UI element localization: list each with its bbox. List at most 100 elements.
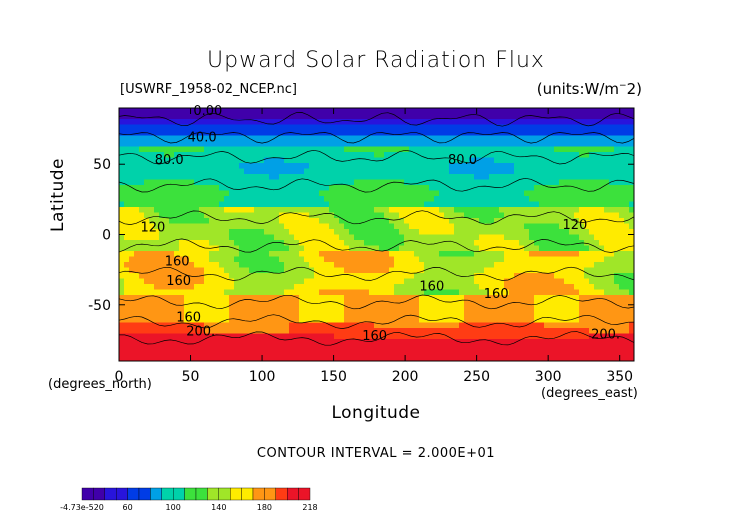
flux-cell bbox=[484, 146, 490, 153]
flux-cell bbox=[294, 267, 300, 274]
flux-cell bbox=[604, 201, 610, 208]
flux-cell bbox=[474, 350, 480, 357]
flux-cell bbox=[509, 355, 515, 361]
flux-cell bbox=[294, 284, 300, 291]
flux-cell bbox=[284, 300, 290, 307]
flux-cell bbox=[584, 146, 590, 153]
flux-cell bbox=[379, 146, 385, 153]
flux-cell bbox=[179, 311, 185, 318]
flux-cell bbox=[534, 179, 540, 186]
flux-cell bbox=[359, 168, 365, 175]
flux-cell bbox=[219, 168, 225, 175]
flux-cell bbox=[344, 251, 350, 258]
flux-cell bbox=[209, 207, 215, 214]
flux-cell bbox=[124, 240, 130, 247]
flux-cell bbox=[294, 240, 300, 247]
flux-cell bbox=[444, 300, 450, 307]
flux-cell bbox=[514, 306, 520, 313]
flux-cell bbox=[379, 262, 385, 269]
flux-cell bbox=[349, 251, 355, 258]
flux-cell bbox=[574, 190, 580, 197]
flux-cell bbox=[194, 284, 200, 291]
flux-cell bbox=[374, 146, 380, 153]
flux-cell bbox=[164, 146, 170, 153]
flux-cell bbox=[589, 306, 595, 313]
flux-cell bbox=[499, 262, 505, 269]
flux-cell bbox=[369, 289, 375, 296]
flux-cell bbox=[464, 300, 470, 307]
flux-cell bbox=[189, 179, 195, 186]
flux-cell bbox=[429, 212, 435, 219]
flux-cell bbox=[164, 245, 170, 252]
flux-cell bbox=[349, 278, 355, 285]
flux-cell bbox=[234, 333, 240, 340]
flux-cell bbox=[539, 273, 545, 280]
flux-cell bbox=[249, 223, 255, 230]
flux-cell bbox=[554, 245, 560, 252]
flux-cell bbox=[314, 267, 320, 274]
flux-cell bbox=[564, 185, 570, 192]
flux-cell bbox=[214, 339, 220, 346]
flux-cell bbox=[134, 168, 140, 175]
flux-cell bbox=[464, 196, 470, 203]
flux-cell bbox=[324, 207, 330, 214]
flux-cell bbox=[499, 135, 505, 142]
flux-cell bbox=[404, 185, 410, 192]
flux-cell bbox=[474, 163, 480, 170]
flux-cell bbox=[229, 273, 235, 280]
flux-cell bbox=[419, 196, 425, 203]
flux-cell bbox=[334, 234, 340, 241]
flux-cell bbox=[174, 168, 180, 175]
flux-cell bbox=[169, 146, 175, 153]
flux-cell bbox=[259, 344, 265, 351]
flux-cell bbox=[149, 273, 155, 280]
flux-cell bbox=[384, 146, 390, 153]
flux-cell bbox=[334, 350, 340, 357]
flux-cell bbox=[344, 306, 350, 313]
flux-cell bbox=[374, 322, 380, 329]
flux-cell bbox=[279, 124, 285, 131]
flux-cell bbox=[359, 295, 365, 302]
flux-cell bbox=[199, 317, 205, 324]
flux-cell bbox=[554, 339, 560, 346]
flux-cell bbox=[554, 333, 560, 340]
flux-cell bbox=[464, 179, 470, 186]
flux-cell bbox=[439, 223, 445, 230]
flux-cell bbox=[544, 251, 550, 258]
flux-cell bbox=[604, 311, 610, 318]
flux-cell bbox=[379, 350, 385, 357]
flux-cell bbox=[284, 141, 290, 148]
flux-cell bbox=[234, 245, 240, 252]
flux-cell bbox=[454, 311, 460, 318]
flux-cell bbox=[549, 124, 555, 131]
flux-cell bbox=[184, 240, 190, 247]
flux-cell bbox=[194, 108, 200, 115]
flux-cell bbox=[404, 108, 410, 115]
flux-cell bbox=[509, 218, 515, 225]
flux-cell bbox=[469, 168, 475, 175]
flux-cell bbox=[409, 284, 415, 291]
flux-cell bbox=[534, 234, 540, 241]
flux-cell bbox=[489, 355, 495, 361]
flux-cell bbox=[579, 339, 585, 346]
flux-cell bbox=[319, 251, 325, 258]
flux-cell bbox=[574, 317, 580, 324]
flux-cell bbox=[594, 135, 600, 142]
flux-cell bbox=[344, 108, 350, 115]
flux-cell bbox=[624, 328, 630, 335]
flux-cell bbox=[329, 229, 335, 236]
flux-cell bbox=[499, 146, 505, 153]
flux-cell bbox=[444, 168, 450, 175]
flux-cell bbox=[169, 295, 175, 302]
flux-cell bbox=[134, 245, 140, 252]
flux-cell bbox=[354, 229, 360, 236]
flux-cell bbox=[149, 322, 155, 329]
flux-cell bbox=[374, 328, 380, 335]
flux-cell bbox=[219, 251, 225, 258]
flux-cell bbox=[389, 289, 395, 296]
flux-cell bbox=[339, 262, 345, 269]
flux-cell bbox=[339, 119, 345, 126]
flux-cell bbox=[539, 333, 545, 340]
flux-cell bbox=[514, 218, 520, 225]
flux-cell bbox=[179, 251, 185, 258]
